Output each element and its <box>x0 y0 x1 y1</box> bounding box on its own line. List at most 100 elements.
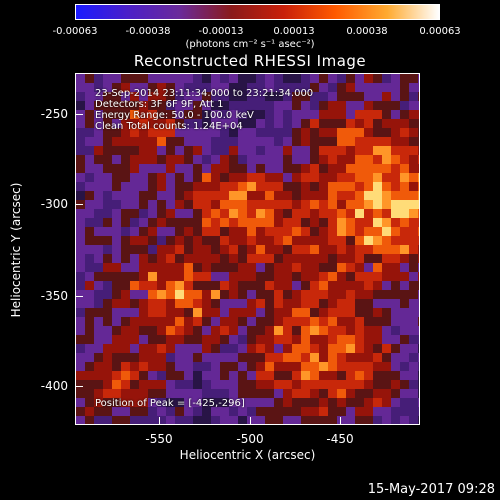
image-pixel <box>238 83 247 92</box>
image-pixel <box>373 407 382 416</box>
image-pixel <box>256 353 265 362</box>
image-pixel <box>166 308 175 317</box>
image-pixel <box>148 371 157 380</box>
image-pixel <box>94 227 103 236</box>
image-pixel <box>247 353 256 362</box>
image-pixel <box>310 290 319 299</box>
image-pixel <box>202 74 211 83</box>
image-pixel <box>274 173 283 182</box>
image-pixel <box>139 371 148 380</box>
image-pixel <box>130 101 139 110</box>
image-pixel <box>400 182 409 191</box>
image-pixel <box>157 398 166 407</box>
image-pixel <box>373 335 382 344</box>
image-pixel <box>355 362 364 371</box>
image-pixel <box>301 227 310 236</box>
image-pixel <box>103 209 112 218</box>
image-pixel <box>202 263 211 272</box>
image-pixel <box>193 272 202 281</box>
image-pixel <box>220 299 229 308</box>
image-pixel <box>319 236 328 245</box>
image-pixel <box>76 389 85 398</box>
image-pixel <box>256 344 265 353</box>
image-pixel <box>382 137 391 146</box>
image-pixel <box>391 92 400 101</box>
image-pixel <box>202 272 211 281</box>
image-pixel <box>238 173 247 182</box>
image-pixel <box>76 263 85 272</box>
image-pixel <box>121 254 130 263</box>
image-pixel <box>166 380 175 389</box>
image-pixel <box>328 281 337 290</box>
image-pixel <box>337 83 346 92</box>
image-pixel <box>148 272 157 281</box>
image-pixel <box>400 389 409 398</box>
image-pixel <box>238 218 247 227</box>
image-pixel <box>346 191 355 200</box>
image-pixel <box>94 317 103 326</box>
image-pixel <box>184 326 193 335</box>
image-pixel <box>274 371 283 380</box>
image-pixel <box>166 245 175 254</box>
image-pixel <box>283 119 292 128</box>
image-pixel <box>373 209 382 218</box>
image-pixel <box>301 398 310 407</box>
image-pixel <box>364 299 373 308</box>
image-pixel <box>337 227 346 236</box>
image-pixel <box>139 254 148 263</box>
image-pixel <box>247 416 256 424</box>
image-pixel <box>193 290 202 299</box>
image-pixel <box>256 83 265 92</box>
image-pixel <box>175 101 184 110</box>
image-pixel <box>247 254 256 263</box>
image-pixel <box>211 389 220 398</box>
image-pixel <box>139 335 148 344</box>
image-pixel <box>157 101 166 110</box>
image-pixel <box>355 146 364 155</box>
image-pixel <box>121 218 130 227</box>
image-pixel <box>220 416 229 424</box>
image-pixel <box>283 200 292 209</box>
image-pixel <box>400 83 409 92</box>
image-pixel <box>112 290 121 299</box>
image-pixel <box>229 92 238 101</box>
image-pixel <box>283 290 292 299</box>
image-pixel <box>184 74 193 83</box>
image-pixel <box>76 380 85 389</box>
image-pixel <box>337 74 346 83</box>
image-pixel <box>256 416 265 424</box>
image-pixel <box>193 209 202 218</box>
image-pixel <box>346 272 355 281</box>
image-pixel <box>310 353 319 362</box>
image-pixel <box>346 317 355 326</box>
image-pixel <box>157 245 166 254</box>
image-pixel <box>382 371 391 380</box>
image-pixel <box>175 218 184 227</box>
image-pixel <box>328 200 337 209</box>
image-pixel <box>382 236 391 245</box>
image-pixel <box>247 173 256 182</box>
image-pixel <box>418 389 419 398</box>
image-pixel <box>256 164 265 173</box>
image-pixel <box>229 263 238 272</box>
image-pixel <box>202 146 211 155</box>
image-pixel <box>193 83 202 92</box>
image-pixel <box>346 101 355 110</box>
image-pixel <box>292 164 301 173</box>
image-pixel <box>157 416 166 424</box>
image-pixel <box>94 272 103 281</box>
image-pixel <box>328 146 337 155</box>
image-pixel <box>355 137 364 146</box>
image-pixel <box>247 281 256 290</box>
image-pixel <box>94 164 103 173</box>
image-pixel <box>121 110 130 119</box>
image-pixel <box>364 119 373 128</box>
image-pixel <box>175 263 184 272</box>
image-pixel <box>256 290 265 299</box>
image-pixel <box>346 407 355 416</box>
image-pixel <box>184 290 193 299</box>
image-pixel <box>274 335 283 344</box>
image-pixel <box>283 182 292 191</box>
image-pixel <box>391 335 400 344</box>
image-pixel <box>130 191 139 200</box>
